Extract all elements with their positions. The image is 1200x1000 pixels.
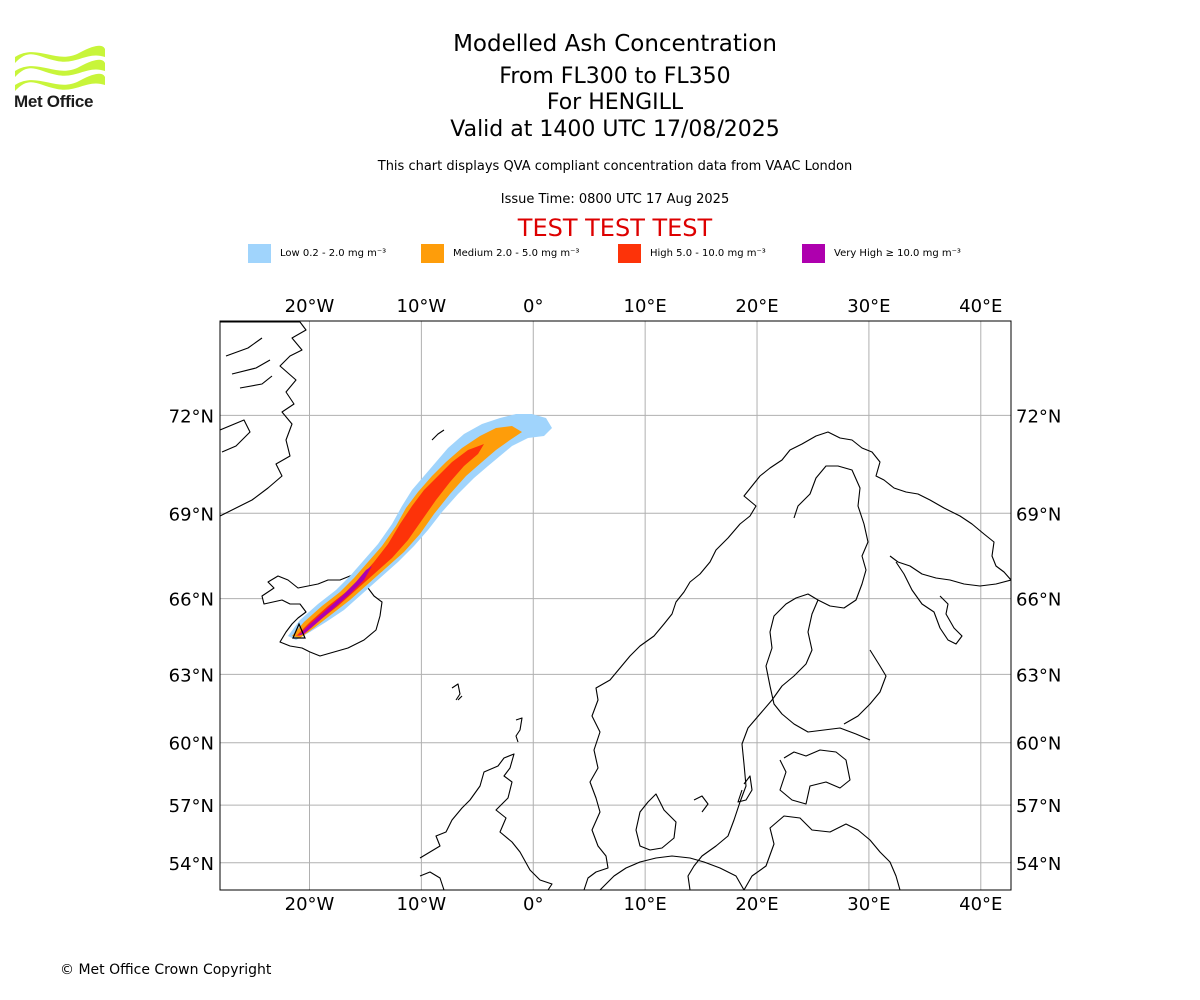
legend-item-high: High 5.0 - 10.0 mg m⁻³	[618, 244, 766, 263]
greenland-coastline	[220, 321, 307, 517]
denmark-coastline	[635, 793, 677, 851]
lon-tick-label-bottom: 0°	[523, 894, 543, 915]
issue-time: Issue Time: 0800 UTC 17 Aug 2025	[500, 192, 730, 207]
chart-description: This chart displays QVA compliant concen…	[377, 159, 853, 174]
faroe-islands-coastline	[451, 683, 463, 701]
valid-time: Valid at 1400 UTC 17/08/2025	[450, 117, 780, 142]
lat-tick-label-left: 60°N	[169, 734, 214, 755]
lon-tick-label-top: 30°E	[847, 296, 890, 317]
lat-tick-label-right: 54°N	[1016, 854, 1061, 875]
flight-level-range: From FL300 to FL350	[499, 64, 731, 89]
test-banner: TEST TEST TEST	[517, 214, 713, 242]
legend-item-medium: Medium 2.0 - 5.0 mg m⁻³	[421, 244, 579, 263]
met-office-logo-text: Met Office	[14, 92, 94, 111]
lon-tick-label-top: 20°W	[285, 296, 335, 317]
germany-coastline	[599, 855, 745, 890]
copyright-notice: © Met Office Crown Copyright	[60, 962, 272, 978]
gulf-of-bothnia-coastline	[687, 593, 871, 890]
lon-tick-label-bottom: 10°W	[397, 894, 447, 915]
kola-peninsula-coastline	[889, 555, 1011, 645]
legend-item-low: Low 0.2 - 2.0 mg m⁻³	[248, 244, 386, 263]
legend-swatch-low	[248, 244, 271, 263]
lat-tick-label-right: 63°N	[1016, 665, 1061, 686]
lake-coastline	[693, 795, 709, 813]
lat-tick-label-right: 72°N	[1016, 406, 1061, 427]
baltic-south-coastline	[743, 815, 901, 890]
map-frame	[219, 320, 1012, 891]
lon-tick-label-bottom: 10°E	[624, 894, 667, 915]
lat-tick-label-left: 72°N	[169, 406, 214, 427]
lat-tick-label-left: 69°N	[169, 504, 214, 525]
legend-label-high: High 5.0 - 10.0 mg m⁻³	[650, 248, 766, 259]
gotland-coastline	[737, 775, 753, 803]
lon-tick-label-bottom: 40°E	[959, 894, 1002, 915]
finland-east-border	[843, 649, 887, 725]
lon-tick-label-top: 20°E	[735, 296, 778, 317]
lon-tick-label-top: 40°E	[959, 296, 1002, 317]
baltic-coastline	[779, 749, 851, 805]
lat-tick-label-right: 57°N	[1016, 796, 1061, 817]
greenland-fjord-1	[220, 337, 273, 453]
finland-coastline	[793, 465, 869, 609]
lat-tick-label-right: 66°N	[1016, 590, 1061, 611]
volcano-triangle-icon	[292, 622, 306, 639]
shetland-coastline	[515, 717, 523, 743]
legend-swatch-medium	[421, 244, 444, 263]
lon-tick-label-top: 10°E	[624, 296, 667, 317]
lon-tick-label-bottom: 20°W	[285, 894, 335, 915]
ash-high-concentration-area	[296, 444, 484, 636]
lat-tick-label-left: 63°N	[169, 665, 214, 686]
lon-tick-label-bottom: 30°E	[847, 894, 890, 915]
lat-tick-label-left: 66°N	[169, 590, 214, 611]
lon-tick-label-top: 0°	[523, 296, 543, 317]
legend-label-low: Low 0.2 - 2.0 mg m⁻³	[280, 248, 387, 259]
scandinavia-coastline	[583, 431, 1011, 890]
map-tick-labels: 20°W 20°W 10°W 10°W 0° 0° 10°E 10°E 20°E 20°E 30°E…	[169, 296, 1062, 915]
legend-swatch-very-high	[802, 244, 825, 263]
legend-swatch-high	[618, 244, 641, 263]
legend-item-very-high: Very High ≥ 10.0 mg m⁻³	[802, 244, 961, 263]
lon-tick-label-top: 10°W	[397, 296, 447, 317]
scotland-coastline	[419, 753, 553, 890]
lat-tick-label-left: 57°N	[169, 796, 214, 817]
ireland-coastline	[419, 871, 445, 890]
chart-title: Modelled Ash Concentration	[453, 31, 777, 57]
lat-tick-label-right: 60°N	[1016, 734, 1061, 755]
lon-tick-label-bottom: 20°E	[735, 894, 778, 915]
lat-tick-label-left: 54°N	[169, 854, 214, 875]
met-office-wave-logo-icon	[15, 45, 105, 91]
legend-label-medium: Medium 2.0 - 5.0 mg m⁻³	[453, 248, 580, 259]
lat-tick-label-right: 69°N	[1016, 504, 1061, 525]
ash-plume	[288, 414, 552, 640]
volcano-name: For HENGILL	[546, 90, 684, 115]
legend-label-very-high: Very High ≥ 10.0 mg m⁻³	[834, 248, 961, 259]
jan-mayen-coastline	[431, 429, 445, 441]
ash-very-high-concentration-area	[298, 566, 372, 636]
